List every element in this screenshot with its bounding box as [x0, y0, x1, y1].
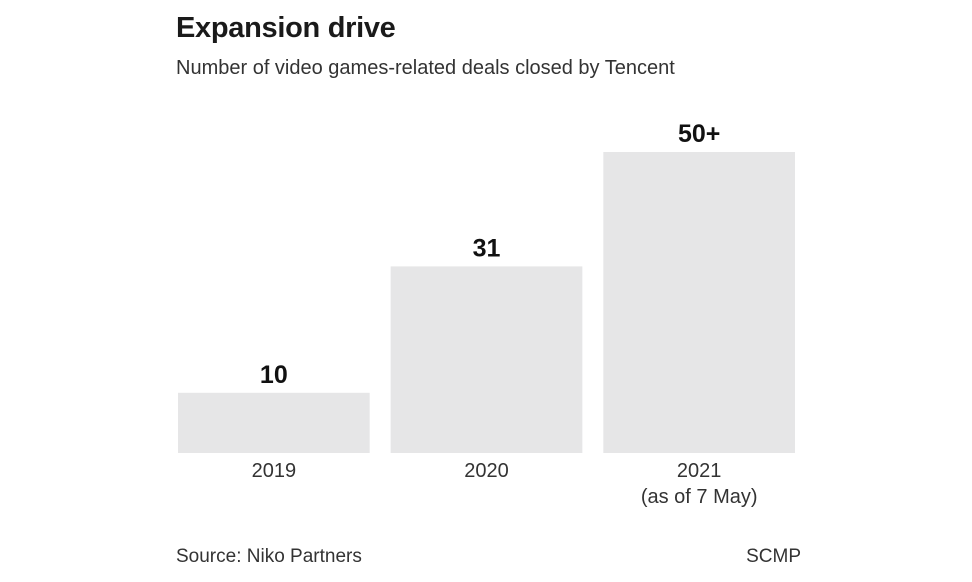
data-label-1: 31: [473, 234, 501, 262]
publisher-credit: SCMP: [746, 546, 801, 567]
x-tick-label-0: 2019: [252, 460, 297, 482]
bar-0: [178, 392, 370, 453]
x-tick-label-2: 2021 (as of 7 May): [641, 460, 758, 508]
chart-subtitle: Number of video games-related deals clos…: [176, 57, 675, 79]
bar-1: [390, 266, 583, 453]
x-tick-label-1: 2020: [464, 460, 509, 482]
bar-2: [603, 152, 795, 453]
chart-title: Expansion drive: [176, 12, 396, 44]
data-label-2: 50+: [678, 120, 720, 148]
data-label-0: 10: [260, 361, 288, 389]
source-note: Source: Niko Partners: [176, 546, 362, 567]
